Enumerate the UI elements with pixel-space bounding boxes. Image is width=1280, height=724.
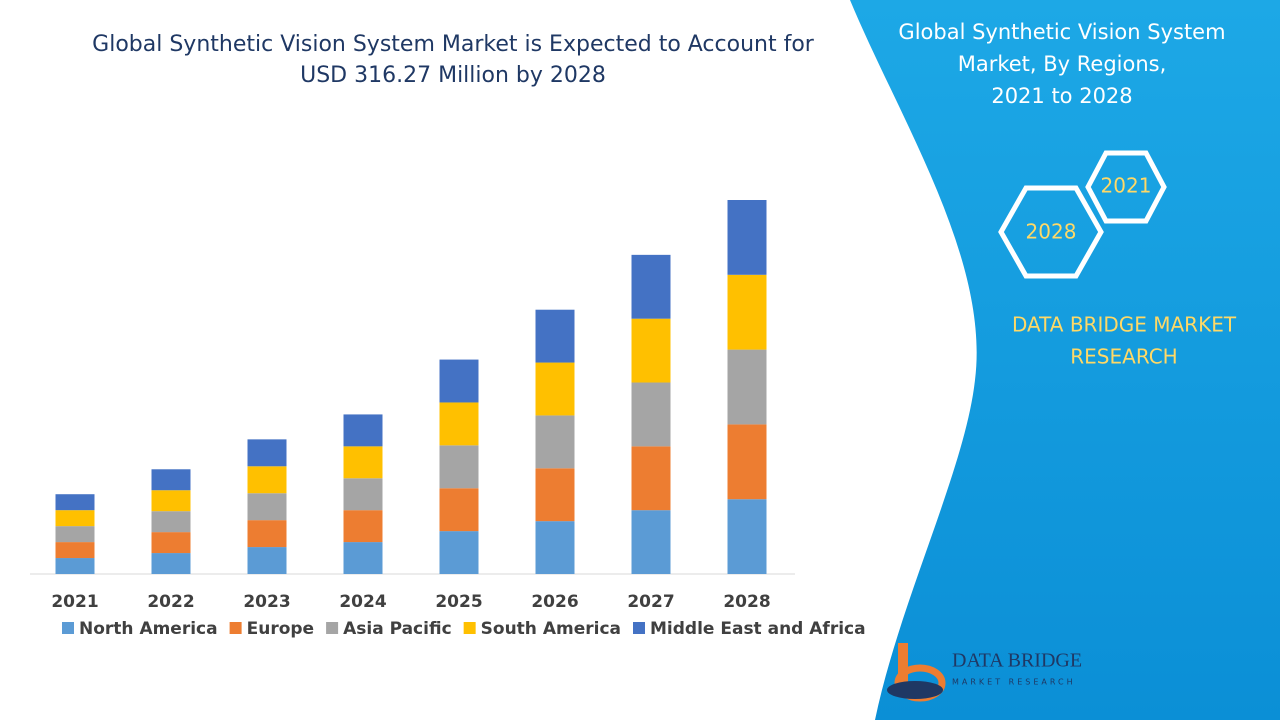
bar-segment	[343, 414, 383, 447]
logo-tagline: MARKET RESEARCH	[952, 678, 1076, 687]
bar-segment	[151, 469, 191, 491]
bar-segment	[151, 553, 191, 574]
bar-segment	[727, 499, 767, 574]
brand-text: RESEARCH	[1070, 345, 1177, 369]
bar-segment	[727, 349, 767, 425]
bar-segment	[55, 510, 95, 527]
bar-segment	[247, 439, 287, 467]
bar-segment	[247, 466, 287, 494]
bar-segment	[439, 402, 479, 446]
title-line: USD 316.27 Million by 2028	[300, 63, 606, 88]
logo-mark	[887, 681, 943, 699]
panel-title: 2021 to 2028	[991, 84, 1132, 108]
legend-label: North America	[79, 619, 218, 639]
logo-mark	[898, 643, 908, 693]
logo-name: DATA BRIDGE	[952, 650, 1082, 672]
panel-title: Global Synthetic Vision System	[898, 20, 1225, 44]
plot: 2021 2022 2023 2024 2025 2026 2027 2028 North Am…	[30, 200, 866, 639]
bar-segment	[343, 542, 383, 574]
bar-segment	[343, 510, 383, 543]
bar-segment	[535, 309, 575, 363]
side-panel	[850, 0, 1280, 720]
legend-label: South America	[481, 619, 621, 639]
bar-segment	[727, 424, 767, 500]
bar-segment	[727, 274, 767, 350]
legend-swatch	[326, 622, 339, 634]
legend-label: Europe	[247, 619, 314, 639]
panel-title: Market, By Regions,	[958, 52, 1167, 76]
bar-segment	[439, 445, 479, 489]
hex-year: 2028	[1026, 220, 1077, 244]
legend-swatch	[463, 622, 476, 634]
bar-segment	[247, 547, 287, 574]
bar-segment	[247, 520, 287, 548]
bar-segment	[55, 494, 95, 511]
bar-segment	[439, 531, 479, 574]
x-tick-label: 2021	[51, 592, 98, 612]
bar-segment	[151, 532, 191, 554]
hex-year: 2021	[1101, 174, 1152, 198]
title-line: Global Synthetic Vision System Market is…	[92, 32, 815, 57]
bar-segment	[55, 542, 95, 559]
bar-segment	[631, 254, 671, 319]
bar-segment	[535, 362, 575, 416]
legend-label: Asia Pacific	[343, 619, 452, 639]
x-tick-label: 2022	[147, 592, 194, 612]
x-tick-label: 2025	[435, 592, 482, 612]
bar-segment	[439, 488, 479, 532]
bar-segment	[247, 493, 287, 521]
x-tick-label: 2027	[627, 592, 674, 612]
legend-swatch	[633, 622, 645, 634]
bar-segment	[151, 490, 191, 512]
hexagon	[998, 185, 1104, 279]
bar-segment	[535, 415, 575, 469]
bar-segment	[727, 200, 767, 275]
bar-segment	[55, 526, 95, 543]
bar-segment	[535, 521, 575, 574]
legend-label: Middle East and Africa	[650, 619, 866, 639]
bar-segment	[55, 558, 95, 574]
legend-swatch	[62, 622, 74, 634]
bar-segment	[631, 318, 671, 383]
hexagon	[1085, 150, 1167, 224]
logo: DATA BRIDGE MARKET RESEARCH	[887, 643, 1082, 702]
x-tick-label: 2026	[531, 592, 578, 612]
bar-segment	[631, 510, 671, 574]
bar-segment	[343, 446, 383, 479]
bar-segment	[343, 478, 383, 511]
x-tick-label: 2028	[723, 592, 770, 612]
bar-segment	[151, 511, 191, 533]
bar-segment	[631, 446, 671, 511]
bar-segment	[439, 359, 479, 403]
bar-segment	[631, 382, 671, 447]
x-tick-label: 2024	[339, 592, 386, 612]
x-tick-label: 2023	[243, 592, 290, 612]
legend-swatch	[229, 622, 242, 634]
bar-segment	[535, 468, 575, 522]
brand-text: DATA BRIDGE MARKET	[1012, 313, 1237, 337]
